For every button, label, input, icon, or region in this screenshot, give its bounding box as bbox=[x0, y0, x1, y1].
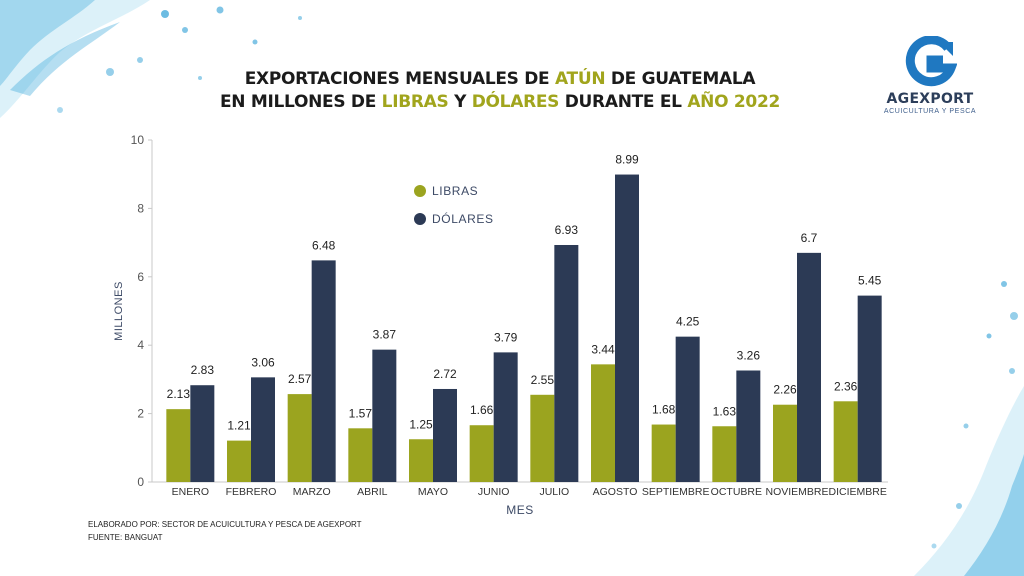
data-label: 6.93 bbox=[555, 223, 579, 237]
y-tick-label: 2 bbox=[137, 407, 144, 421]
data-label: 6.7 bbox=[801, 231, 818, 245]
bar-dolares bbox=[736, 370, 761, 482]
bar-dolares bbox=[615, 174, 639, 483]
data-label: 3.79 bbox=[494, 330, 518, 344]
x-tick-label: FEBRERO bbox=[226, 486, 277, 498]
bar-dolares bbox=[372, 349, 397, 482]
data-label: 1.68 bbox=[652, 403, 676, 417]
y-tick-label: 8 bbox=[137, 201, 144, 215]
title-segment: LIBRAS bbox=[381, 92, 449, 112]
bar-dolares bbox=[554, 244, 579, 482]
y-axis-title: MILLONES bbox=[113, 281, 125, 341]
legend-marker bbox=[414, 213, 426, 225]
bar-dolares bbox=[311, 260, 336, 482]
data-label: 2.83 bbox=[191, 363, 215, 377]
x-tick-label: MAYO bbox=[418, 486, 448, 498]
bar-dolares bbox=[493, 352, 518, 482]
bar-libras bbox=[833, 401, 858, 482]
bar-dolares bbox=[797, 252, 821, 482]
y-tick-label: 4 bbox=[137, 338, 144, 352]
x-axis-title: MES bbox=[506, 503, 534, 517]
footer-credit: ELABORADO POR: SECTOR DE ACUICULTURA Y P… bbox=[88, 520, 362, 529]
title-line-2: EN MILLONES DE LIBRAS Y DÓLARES DURANTE … bbox=[200, 91, 800, 114]
data-label: 3.26 bbox=[737, 349, 761, 363]
title-segment: ATÚN bbox=[554, 69, 606, 89]
bar-libras bbox=[651, 424, 676, 482]
data-label: 1.63 bbox=[713, 404, 737, 418]
title-line-1: EXPORTACIONES MENSUALES DE ATÚN DE GUATE… bbox=[200, 68, 800, 91]
y-tick-label: 0 bbox=[137, 475, 144, 489]
title-segment: EXPORTACIONES MENSUALES DE bbox=[244, 69, 555, 89]
title-segment: DE GUATEMALA bbox=[605, 69, 756, 89]
agexport-logo: AGEXPORT ACUICULTURA Y PESCA bbox=[880, 36, 980, 115]
data-label: 3.87 bbox=[373, 328, 397, 342]
bar-dolares bbox=[251, 377, 275, 482]
x-tick-label: JUNIO bbox=[478, 486, 510, 498]
data-label: 8.99 bbox=[615, 153, 639, 167]
footer-source: FUENTE: BANGUAT bbox=[88, 533, 163, 542]
data-label: 1.57 bbox=[349, 406, 373, 420]
data-label: 2.26 bbox=[773, 383, 797, 397]
x-tick-label: ABRIL bbox=[357, 486, 388, 498]
chart-title: EXPORTACIONES MENSUALES DE ATÚN DE GUATE… bbox=[200, 68, 800, 114]
data-label: 1.21 bbox=[227, 419, 251, 433]
bar-dolares bbox=[675, 336, 700, 482]
bar-libras bbox=[348, 428, 373, 482]
bar-libras bbox=[469, 425, 494, 482]
data-label: 6.48 bbox=[312, 238, 336, 252]
logo-tagline: ACUICULTURA Y PESCA bbox=[883, 108, 977, 115]
data-label: 2.55 bbox=[531, 373, 555, 387]
bar-libras bbox=[227, 440, 251, 482]
legend-label: LIBRAS bbox=[432, 184, 478, 198]
bar-libras bbox=[712, 426, 737, 482]
data-label: 2.36 bbox=[834, 379, 858, 393]
bar-libras bbox=[530, 394, 555, 482]
bar-libras bbox=[287, 394, 312, 482]
x-tick-label: OCTUBRE bbox=[711, 486, 762, 498]
data-label: 3.44 bbox=[591, 342, 615, 356]
data-label: 4.25 bbox=[676, 315, 700, 329]
x-tick-label: SEPTIEMBRE bbox=[642, 486, 710, 498]
x-tick-label: AGOSTO bbox=[593, 486, 638, 498]
data-label: 3.06 bbox=[251, 355, 275, 369]
x-tick-label: NOVIEMBRE bbox=[765, 486, 828, 498]
data-label: 2.72 bbox=[433, 367, 457, 381]
logo-name: AGEXPORT bbox=[886, 91, 974, 107]
x-tick-label: MARZO bbox=[293, 486, 331, 498]
bar-dolares bbox=[190, 385, 215, 482]
title-segment: AÑO 2022 bbox=[687, 92, 780, 112]
y-tick-label: 6 bbox=[137, 270, 144, 284]
x-tick-label: ENERO bbox=[172, 486, 209, 498]
agexport-g-icon bbox=[905, 36, 957, 87]
bar-dolares bbox=[857, 295, 882, 482]
x-tick-label: DICIEMBRE bbox=[828, 486, 886, 498]
bar-libras bbox=[166, 409, 191, 482]
bar-libras bbox=[773, 404, 797, 482]
legend-label: DÓLARES bbox=[432, 211, 494, 226]
data-label: 1.25 bbox=[409, 417, 433, 431]
y-tick-label: 10 bbox=[131, 133, 145, 147]
title-segment: DÓLARES bbox=[471, 92, 560, 112]
bar-libras bbox=[409, 439, 433, 482]
footer: ELABORADO POR: SECTOR DE ACUICULTURA Y P… bbox=[88, 518, 362, 544]
legend-marker bbox=[414, 185, 426, 197]
bar-dolares bbox=[433, 388, 457, 482]
title-segment: DURANTE EL bbox=[559, 92, 688, 112]
data-label: 1.66 bbox=[470, 403, 494, 417]
data-label: 2.13 bbox=[167, 387, 191, 401]
bar-libras bbox=[591, 364, 615, 482]
title-segment: Y bbox=[448, 92, 472, 112]
x-tick-label: JULIO bbox=[539, 486, 569, 498]
data-label: 5.45 bbox=[858, 274, 882, 288]
title-segment: EN MILLONES DE bbox=[219, 92, 382, 112]
data-label: 2.57 bbox=[288, 372, 312, 386]
